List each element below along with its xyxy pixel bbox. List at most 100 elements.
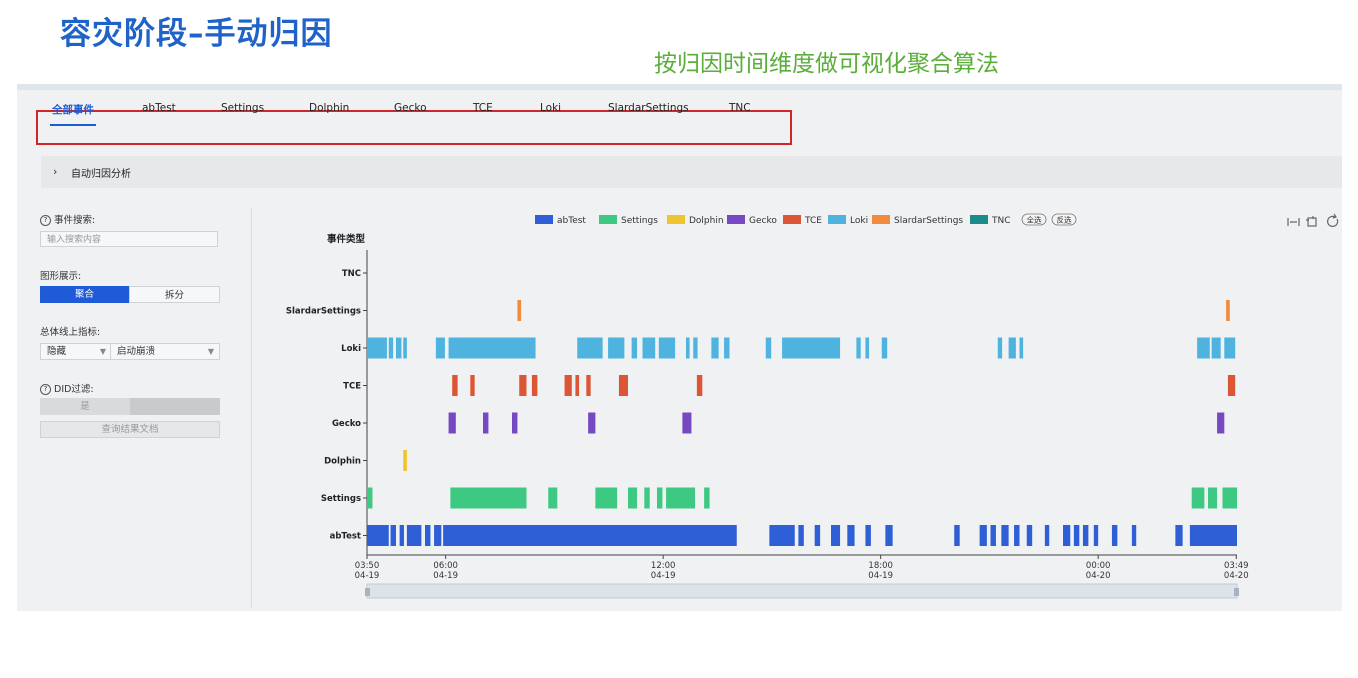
event-bar-loki[interactable] (1211, 337, 1221, 359)
event-bar-settings[interactable] (644, 487, 650, 509)
event-bar-loki[interactable] (1197, 337, 1210, 359)
display-split-button[interactable]: 拆分 (129, 286, 220, 303)
event-bar-loki[interactable] (435, 337, 445, 359)
legend-swatch-loki[interactable] (828, 215, 846, 224)
tab-dolphin[interactable]: Dolphin (309, 102, 350, 114)
event-bar-abtest[interactable] (1044, 525, 1050, 546)
metric-type-select[interactable]: 启动崩溃 ▼ (110, 343, 220, 360)
event-bar-loki[interactable] (881, 337, 888, 359)
event-bar-loki[interactable] (724, 337, 730, 359)
legend-swatch-abtest[interactable] (535, 215, 553, 224)
event-bar-settings[interactable] (1191, 487, 1205, 509)
tab-tnc[interactable]: TNC (729, 102, 751, 114)
event-bar-gecko[interactable] (448, 412, 456, 434)
event-bar-abtest[interactable] (1073, 525, 1080, 546)
event-bar-abtest[interactable] (434, 525, 442, 546)
event-bar-loki[interactable] (608, 337, 625, 359)
event-bar-tce[interactable] (470, 375, 475, 396)
event-bar-loki[interactable] (1008, 337, 1016, 359)
slider-left-handle[interactable] (365, 588, 370, 596)
event-bar-settings[interactable] (1222, 487, 1238, 509)
event-bar-abtest[interactable] (831, 525, 841, 546)
event-bar-loki[interactable] (856, 337, 861, 359)
event-bar-tce[interactable] (519, 375, 527, 396)
event-bar-loki[interactable] (448, 337, 536, 359)
event-bar-abtest[interactable] (769, 525, 795, 546)
event-bar-abtest[interactable] (390, 525, 396, 546)
tab-settings[interactable]: Settings (221, 102, 265, 114)
invert-selection-button[interactable] (1051, 213, 1077, 226)
event-bar-abtest[interactable] (1131, 525, 1137, 546)
event-bar-abtest[interactable] (990, 525, 996, 546)
legend-swatch-slardarsettings[interactable] (872, 215, 890, 224)
event-bar-tce[interactable] (696, 375, 703, 396)
event-bar-loki[interactable] (388, 337, 394, 359)
event-bar-settings[interactable] (595, 487, 618, 509)
tab-gecko[interactable]: Gecko (394, 102, 427, 114)
event-bar-abtest[interactable] (979, 525, 987, 546)
event-bar-abtest[interactable] (798, 525, 804, 546)
event-bar-loki[interactable] (658, 337, 676, 359)
event-bar-loki[interactable] (711, 337, 719, 359)
event-bar-abtest[interactable] (1063, 525, 1071, 546)
event-bar-gecko[interactable] (588, 412, 596, 434)
tab-all-events[interactable]: 全部事件 (52, 104, 94, 116)
event-bar-abtest[interactable] (814, 525, 821, 546)
event-bar-abtest[interactable] (865, 525, 871, 546)
event-bar-loki[interactable] (1019, 337, 1024, 359)
event-bar-dolphin[interactable] (403, 450, 407, 471)
event-bar-loki[interactable] (403, 337, 407, 359)
event-bar-loki[interactable] (577, 337, 603, 359)
event-bar-abtest[interactable] (399, 525, 404, 546)
tab-loki[interactable]: Loki (540, 102, 562, 114)
tab-slardarsettings[interactable]: SlardarSettings (608, 102, 689, 114)
legend-label-gecko[interactable]: Gecko (749, 216, 777, 226)
event-bar-abtest[interactable] (1082, 525, 1089, 546)
event-bar-settings[interactable] (628, 487, 638, 509)
did-no-button[interactable]: 否 (130, 398, 220, 415)
event-bar-abtest[interactable] (406, 525, 422, 546)
event-bar-settings[interactable] (367, 487, 373, 509)
event-bar-settings[interactable] (657, 487, 663, 509)
legend-swatch-settings[interactable] (599, 215, 617, 224)
slider-right-handle[interactable] (1234, 588, 1239, 596)
event-bar-loki[interactable] (693, 337, 698, 359)
legend-label-slardarsettings[interactable]: SlardarSettings (894, 216, 963, 226)
event-bar-settings[interactable] (548, 487, 558, 509)
query-results-button[interactable]: 查询结果文档 (40, 421, 220, 438)
select-all-button[interactable] (1021, 213, 1047, 226)
legend-swatch-gecko[interactable] (727, 215, 745, 224)
event-bar-settings[interactable] (1208, 487, 1218, 509)
auto-attribution-panel[interactable]: › 自动归因分析 (41, 156, 1342, 188)
event-bar-abtest[interactable] (1014, 525, 1020, 546)
event-bar-abtest[interactable] (1111, 525, 1118, 546)
event-bar-abtest[interactable] (1026, 525, 1033, 546)
event-bar-loki[interactable] (396, 337, 402, 359)
legend-label-loki[interactable]: Loki (850, 216, 868, 226)
metric-visibility-select[interactable]: 隐藏 ▼ (40, 343, 112, 360)
event-bar-abtest[interactable] (847, 525, 855, 546)
event-bar-loki[interactable] (997, 337, 1003, 359)
event-bar-loki[interactable] (865, 337, 870, 359)
event-bar-slardarsettings[interactable] (1226, 300, 1230, 321)
event-bar-tce[interactable] (1227, 375, 1236, 396)
data-zoom-icon[interactable] (1287, 218, 1300, 226)
legend-label-settings[interactable]: Settings (621, 216, 658, 226)
legend-swatch-tce[interactable] (783, 215, 801, 224)
event-bar-gecko[interactable] (483, 412, 489, 434)
event-bar-tce[interactable] (452, 375, 458, 396)
event-bar-loki[interactable] (642, 337, 656, 359)
event-bar-settings[interactable] (666, 487, 696, 509)
tab-abtest[interactable]: abTest (142, 102, 176, 114)
event-bar-loki[interactable] (1224, 337, 1236, 359)
event-bar-tce[interactable] (564, 375, 572, 396)
legend-label-tnc[interactable]: TNC (991, 216, 1011, 226)
event-bar-tce[interactable] (575, 375, 580, 396)
event-bar-tce[interactable] (618, 375, 628, 396)
time-range-slider[interactable] (366, 583, 1238, 599)
legend-label-tce[interactable]: TCE (804, 216, 822, 226)
event-bar-abtest[interactable] (885, 525, 893, 546)
event-bar-abtest[interactable] (1093, 525, 1099, 546)
event-bar-settings[interactable] (450, 487, 527, 509)
event-bar-gecko[interactable] (512, 412, 518, 434)
